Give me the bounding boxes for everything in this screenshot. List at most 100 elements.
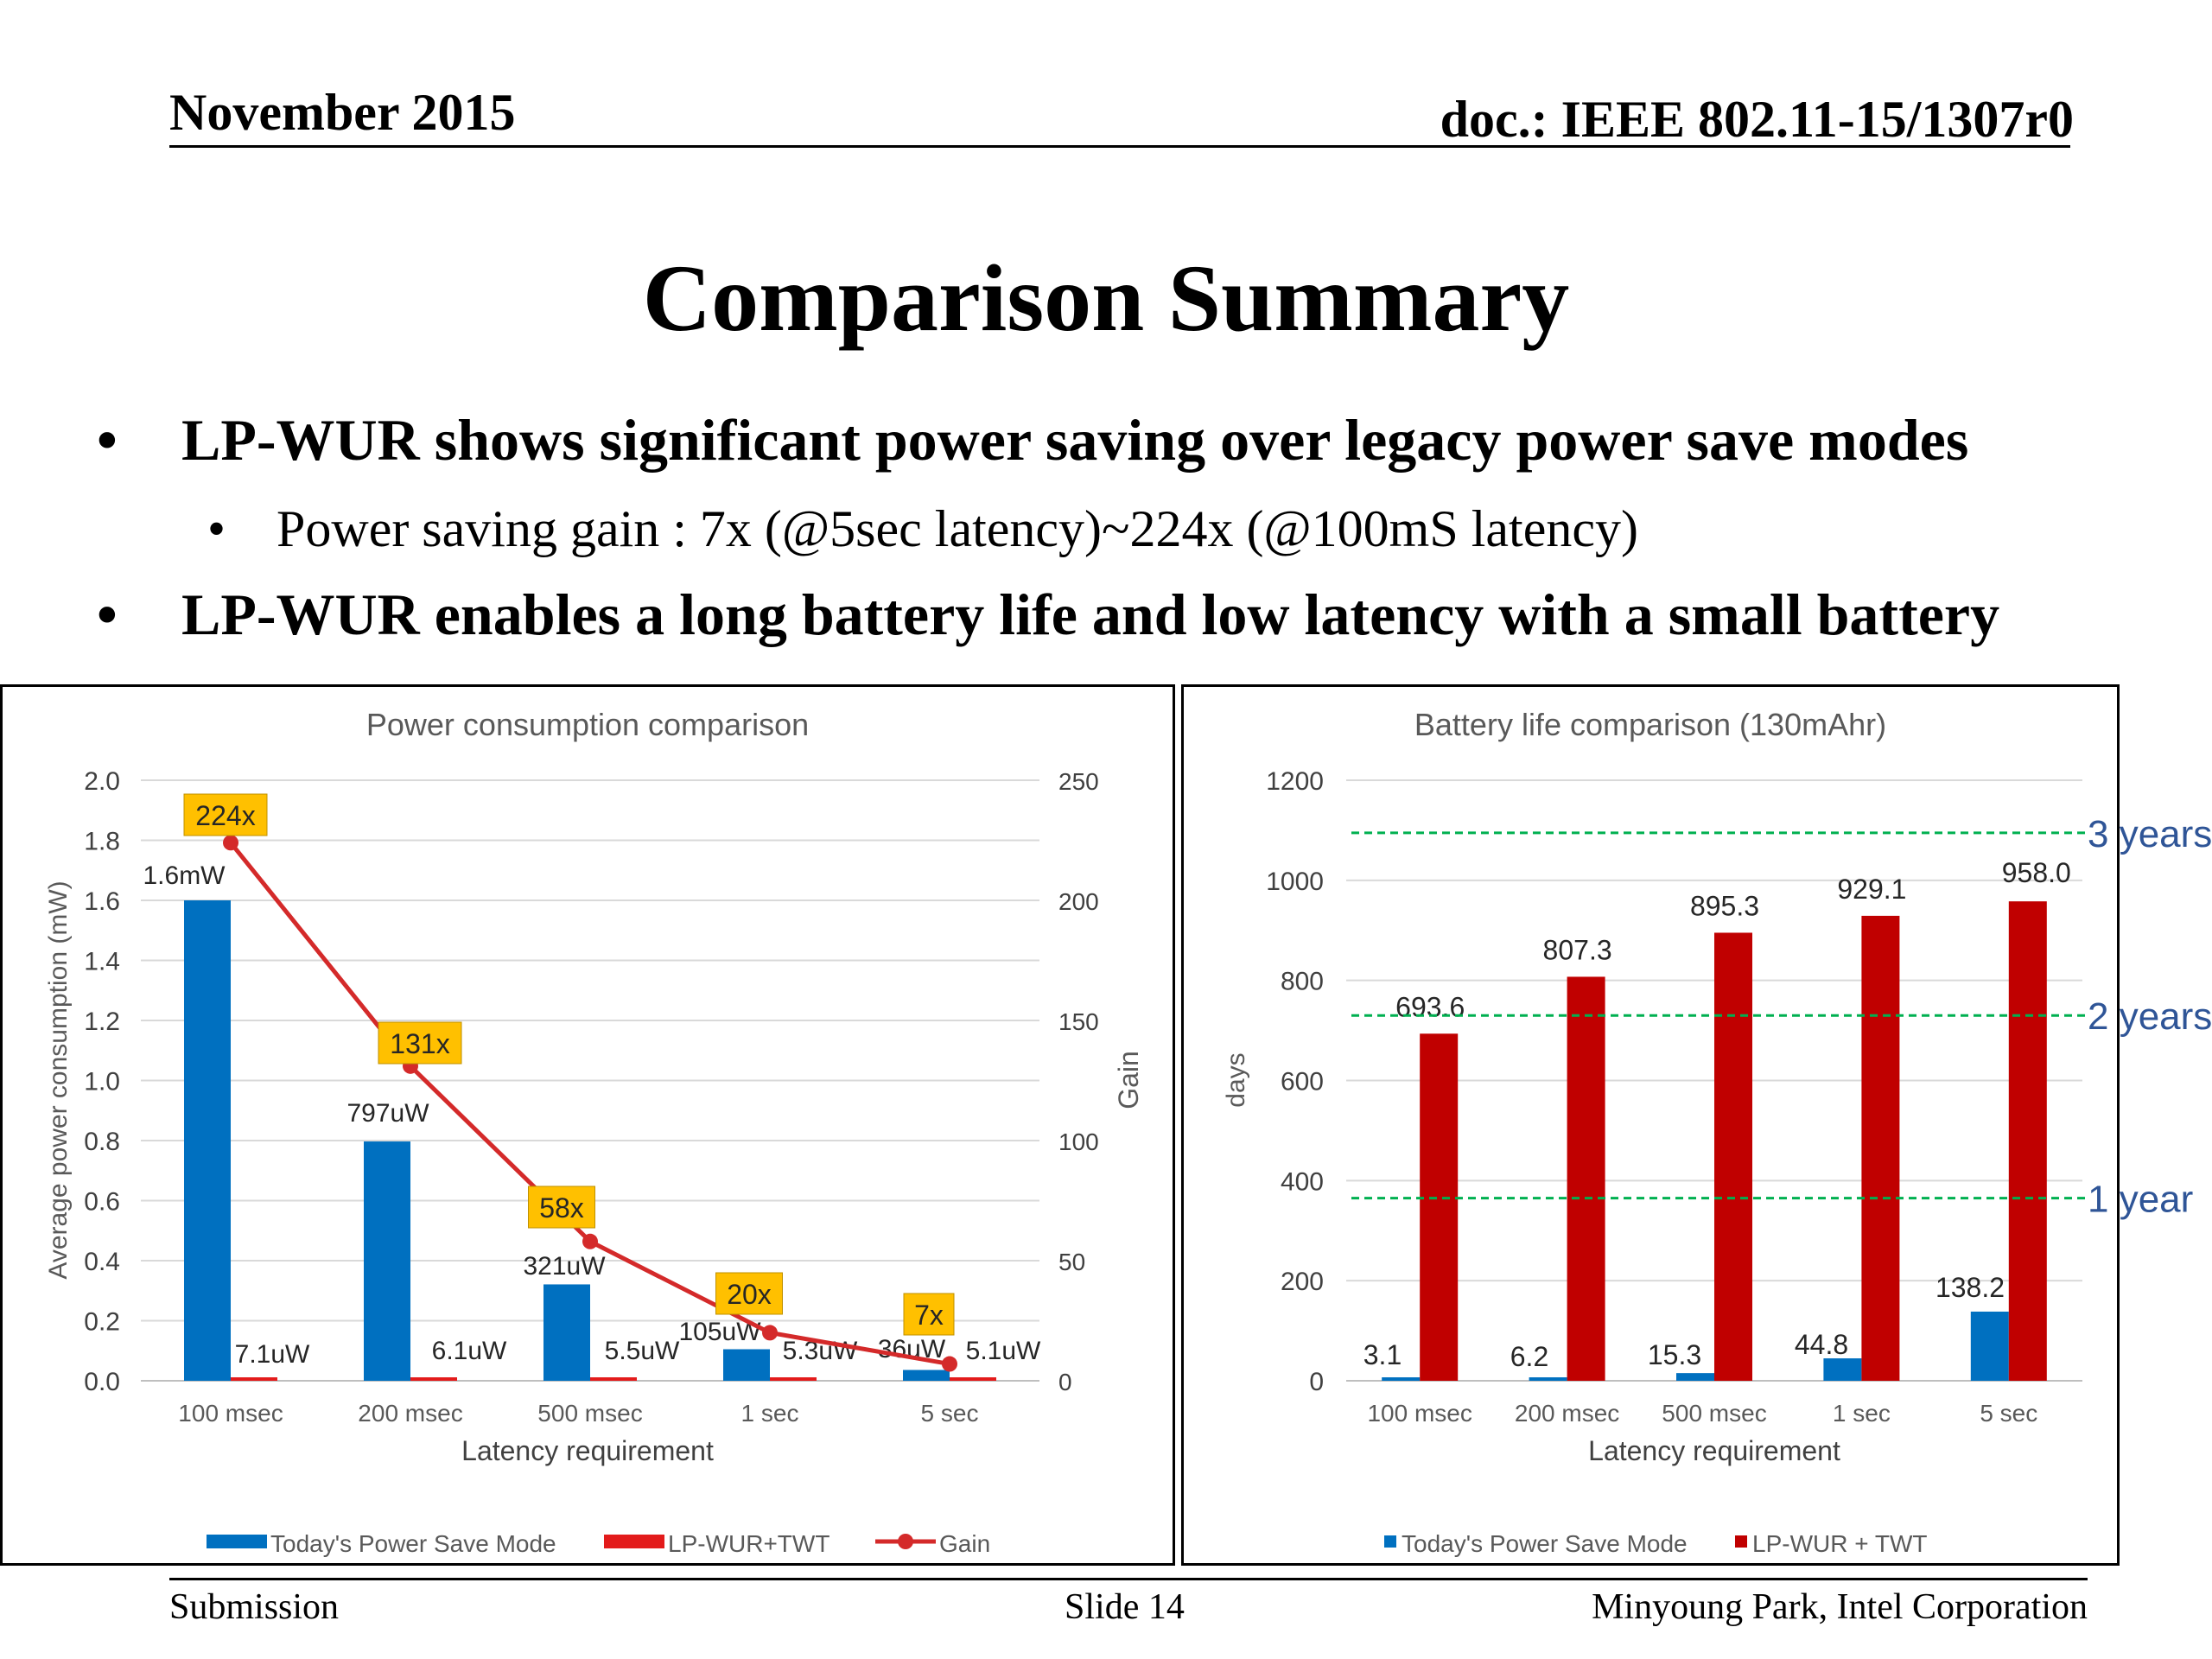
power-chart-panel: Power consumption comparison 0.0 0.2 0.4 0.6…	[0, 684, 1175, 1566]
power-chart-x-tick: 100 msec	[178, 1400, 283, 1427]
power-chart-bar-lpwur	[410, 1377, 457, 1381]
battery-chart-legend-label: Today's Power Save Mode	[1402, 1530, 1688, 1557]
power-chart-gain-point	[223, 835, 238, 851]
power-chart-y-tick: 1.6	[84, 887, 120, 916]
bullet-1-sub-text: Power saving gain : 7x (@5sec latency)~2…	[276, 500, 1638, 557]
power-chart-y-tick: 0.0	[84, 1368, 120, 1396]
power-chart-y-tick: 0.6	[84, 1188, 120, 1217]
power-chart-gain-label: 131x	[390, 1028, 449, 1059]
power-chart-legend-label: Today's Power Save Mode	[270, 1530, 556, 1557]
power-chart-gain-label-box	[528, 1185, 595, 1229]
battery-chart-legend-swatch	[1735, 1535, 1747, 1548]
battery-chart-x-tick: 5 sec	[1980, 1400, 2037, 1427]
battery-chart-label-psm: 3.1	[1363, 1339, 1402, 1370]
battery-chart-bar-lpwur	[1420, 1033, 1459, 1381]
header-rule	[169, 145, 2070, 148]
power-chart-bar-psm	[184, 900, 231, 1381]
battery-chart-x-tick: 100 msec	[1367, 1400, 1471, 1427]
footer-author: Minyoung Park, Intel Corporation	[1592, 1587, 2088, 1627]
battery-chart-label-lpwur: 958.0	[2002, 857, 2071, 888]
power-chart-y2-tick: 250	[1058, 768, 1099, 795]
battery-chart-bar-lpwur	[1567, 976, 1605, 1381]
power-chart-legend-marker	[898, 1534, 913, 1549]
battery-chart-label-psm: 138.2	[1936, 1272, 2005, 1303]
power-chart-bar-psm	[723, 1349, 770, 1381]
bullet-1-marker: •	[97, 407, 118, 473]
battery-chart-label-psm: 15.3	[1648, 1339, 1701, 1370]
power-chart-gain-label-box	[715, 1272, 783, 1315]
power-chart-label-lpwur: 5.1uW	[966, 1337, 1041, 1365]
power-chart-bar-psm	[543, 1284, 590, 1381]
battery-chart-bar-psm	[1529, 1377, 1567, 1381]
power-chart-label-lpwur: 6.1uW	[432, 1337, 507, 1365]
battery-chart-y-tick: 400	[1281, 1167, 1324, 1196]
power-chart-y-tick: 1.2	[84, 1007, 120, 1036]
header-date: November 2015	[169, 84, 516, 141]
power-chart-y-tick: 0.8	[84, 1128, 120, 1156]
power-chart-bar-lpwur	[770, 1377, 817, 1381]
battery-chart-y-label: days	[1222, 1052, 1250, 1107]
power-chart-title: Power consumption comparison	[366, 707, 809, 742]
power-chart-x-tick: 5 sec	[921, 1400, 979, 1427]
power-chart-y2-tick: 50	[1058, 1249, 1085, 1275]
battery-chart-y-tick: 800	[1281, 968, 1324, 996]
battery-chart-y-tick: 200	[1281, 1268, 1324, 1296]
power-chart-x-tick: 500 msec	[537, 1400, 642, 1427]
battery-chart-label-lpwur: 929.1	[1837, 874, 1906, 905]
power-chart-gain-label-box	[903, 1293, 955, 1336]
battery-chart-y-tick: 600	[1281, 1068, 1324, 1096]
power-chart-legend-swatch	[207, 1535, 267, 1548]
battery-chart-label-lpwur: 895.3	[1690, 890, 1759, 921]
battery-chart-y-tick: 0	[1309, 1368, 1324, 1396]
power-chart-bar-psm	[903, 1370, 950, 1381]
power-chart-legend-label: LP-WUR+TWT	[668, 1530, 830, 1557]
battery-chart-x-tick: 500 msec	[1662, 1400, 1766, 1427]
power-chart-y-tick: 0.4	[84, 1248, 120, 1276]
battery-chart-bar-lpwur	[1861, 915, 1900, 1381]
battery-chart-panel: Battery life comparison (130mAhr) 0 200 400…	[1181, 684, 2212, 1566]
bullet-2-text: LP-WUR enables a long battery life and l…	[181, 582, 2000, 647]
battery-chart-label-lpwur: 693.6	[1395, 991, 1465, 1022]
power-chart-y2-label: Gain	[1113, 1051, 1144, 1109]
power-chart-gain-label-box	[183, 793, 268, 836]
power-chart-y-tick: 1.8	[84, 828, 120, 856]
battery-life-chart: Battery life comparison (130mAhr) 0 200 400…	[1222, 707, 2212, 1557]
power-chart-gain-label: 7x	[914, 1300, 944, 1331]
power-chart-legend-label: Gain	[939, 1530, 990, 1557]
battery-chart-reference-label: 1 year	[2088, 1179, 2193, 1221]
power-chart-gain-label-box	[378, 1021, 462, 1065]
power-chart-label-lpwur: 5.5uW	[605, 1337, 680, 1365]
header-doc-id: doc.: IEEE 802.11-15/1307r0	[1440, 91, 2074, 148]
power-chart-y-tick: 2.0	[84, 767, 120, 796]
power-chart-gain-label: 20x	[727, 1279, 772, 1310]
battery-chart-x-tick: 200 msec	[1515, 1400, 1619, 1427]
bullet-1-text: LP-WUR shows significant power saving ov…	[181, 407, 1969, 473]
power-chart-bar-lpwur	[590, 1377, 637, 1381]
bullet-2-marker: •	[97, 582, 118, 647]
battery-chart-label-psm: 44.8	[1795, 1329, 1848, 1360]
power-chart-y2-tick: 0	[1058, 1369, 1072, 1395]
battery-chart-y-tick: 1000	[1266, 868, 1324, 896]
battery-chart-bar-psm	[1970, 1311, 2009, 1381]
power-consumption-chart: Power consumption comparison 0.0 0.2 0.4 0.6…	[44, 707, 1144, 1557]
power-chart-gain-point	[942, 1356, 957, 1372]
power-chart-x-label: Latency requirement	[461, 1435, 714, 1466]
footer-rule	[169, 1578, 2088, 1580]
power-chart-legend-swatch	[604, 1535, 664, 1548]
battery-chart-x-label: Latency requirement	[1588, 1435, 1840, 1466]
power-chart-label-lpwur: 7.1uW	[235, 1340, 310, 1369]
power-chart-label-psm: 321uW	[523, 1252, 606, 1281]
power-chart-y2-tick: 200	[1058, 888, 1099, 915]
power-chart-label-psm: 797uW	[346, 1099, 429, 1128]
battery-chart-bar-lpwur	[1714, 932, 1752, 1381]
battery-chart-legend-label: LP-WUR + TWT	[1752, 1530, 1927, 1557]
power-chart-y-label: Average power consumption (mW)	[44, 880, 73, 1279]
power-chart-y-tick: 0.2	[84, 1308, 120, 1337]
footer-slide-number: Slide 14	[1065, 1587, 1185, 1627]
battery-chart-title: Battery life comparison (130mAhr)	[1414, 707, 1886, 742]
power-chart-bar-lpwur	[231, 1377, 277, 1381]
bullet-1-sub-marker: •	[207, 500, 226, 557]
battery-chart-bar-psm	[1382, 1377, 1421, 1381]
power-chart-bar-lpwur	[950, 1377, 996, 1381]
battery-chart-bar-lpwur	[2008, 901, 2047, 1381]
